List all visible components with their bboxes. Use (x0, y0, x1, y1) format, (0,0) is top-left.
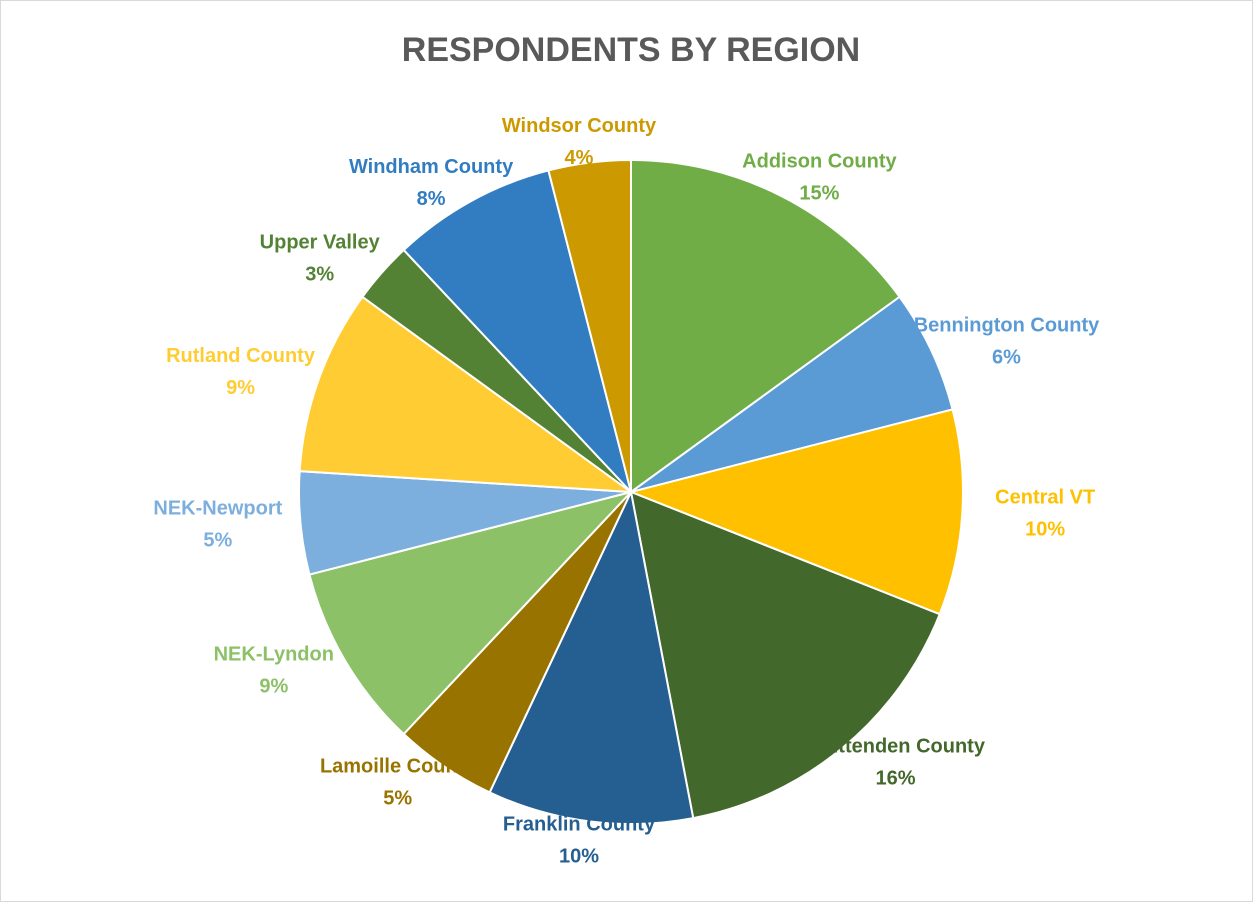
slice-label: Chittenden County (806, 735, 986, 757)
value-label: 6% (992, 346, 1021, 368)
pie-slice (547, 158, 632, 493)
pie-slice (308, 490, 635, 736)
pie-slice (630, 295, 954, 493)
value-label: 5% (203, 529, 232, 551)
value-label: 16% (876, 767, 916, 789)
slice-label: Windsor County (502, 115, 657, 137)
value-label: 4% (565, 147, 594, 169)
slice-label: Lamoille County (320, 755, 476, 777)
chart-title: RESPONDENTS BY REGION (402, 31, 860, 69)
slice-label: Addison County (742, 151, 897, 173)
pie-slice (629, 490, 941, 820)
pie-slice (402, 169, 632, 493)
slice-label: Rutland County (166, 345, 316, 367)
slice-label: NEK-Lyndon (214, 643, 334, 665)
value-label: 15% (799, 183, 839, 205)
slice-label: NEK-Newport (153, 497, 282, 519)
slice-label: Windham County (349, 156, 514, 178)
value-label: 3% (305, 264, 334, 286)
slice-label: Franklin County (503, 813, 656, 835)
slice-label: Bennington County (914, 314, 1100, 336)
value-label: 9% (259, 675, 288, 697)
value-label: 8% (417, 188, 446, 210)
pie-slice (630, 158, 901, 494)
value-label: 9% (226, 377, 255, 399)
pie-slice (488, 488, 695, 825)
slice-label: Central VT (995, 486, 1095, 508)
value-label: 5% (383, 787, 412, 809)
pie-slice (298, 295, 635, 494)
slice-label: Upper Valley (260, 232, 381, 254)
pie-slice (627, 408, 964, 616)
value-label: 10% (1025, 518, 1065, 540)
value-label: 10% (559, 845, 599, 867)
